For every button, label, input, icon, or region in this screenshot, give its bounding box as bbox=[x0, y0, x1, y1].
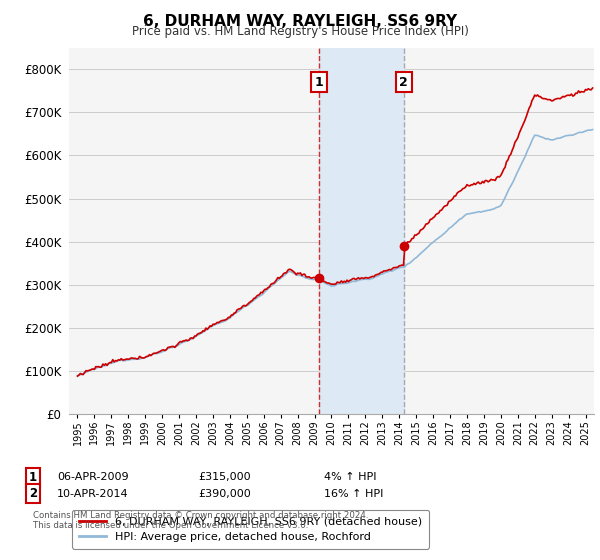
Text: 2: 2 bbox=[400, 76, 408, 88]
Legend: 6, DURHAM WAY, RAYLEIGH, SS6 9RY (detached house), HPI: Average price, detached : 6, DURHAM WAY, RAYLEIGH, SS6 9RY (detach… bbox=[72, 510, 429, 549]
Text: 4% ↑ HPI: 4% ↑ HPI bbox=[324, 472, 377, 482]
Bar bbox=[319, 48, 404, 414]
Text: £315,000: £315,000 bbox=[198, 472, 251, 482]
Text: 06-APR-2009: 06-APR-2009 bbox=[57, 472, 128, 482]
Text: 1: 1 bbox=[29, 470, 37, 484]
Text: Contains HM Land Registry data © Crown copyright and database right 2024.
This d: Contains HM Land Registry data © Crown c… bbox=[33, 511, 368, 530]
Text: 16% ↑ HPI: 16% ↑ HPI bbox=[324, 489, 383, 499]
Text: 1: 1 bbox=[315, 76, 323, 88]
Text: Price paid vs. HM Land Registry's House Price Index (HPI): Price paid vs. HM Land Registry's House … bbox=[131, 25, 469, 38]
Text: 6, DURHAM WAY, RAYLEIGH, SS6 9RY: 6, DURHAM WAY, RAYLEIGH, SS6 9RY bbox=[143, 14, 457, 29]
Text: 2: 2 bbox=[29, 487, 37, 501]
Text: 10-APR-2014: 10-APR-2014 bbox=[57, 489, 128, 499]
Text: £390,000: £390,000 bbox=[198, 489, 251, 499]
